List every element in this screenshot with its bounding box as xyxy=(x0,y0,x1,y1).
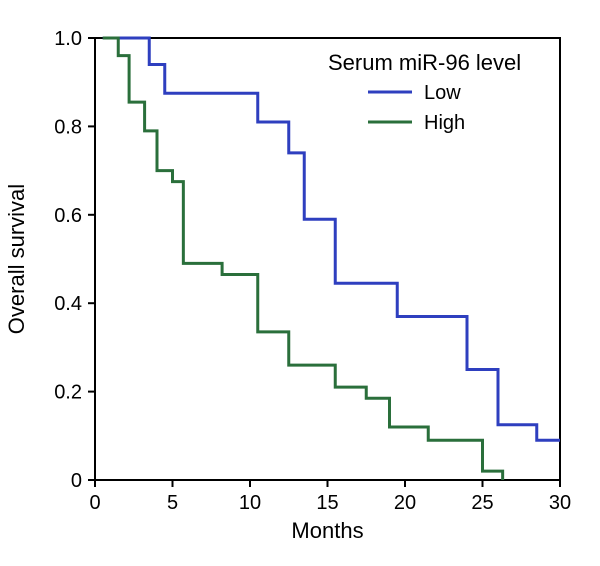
chart-svg: 0 5 10 15 20 25 30 Months 0 0.2 0.4 0.6 0.8 1.0 Overal… xyxy=(0,0,600,566)
legend-label-low: Low xyxy=(424,82,461,104)
survival-chart: 0 5 10 15 20 25 30 Months 0 0.2 0.4 0.6 0.8 1.0 Overal… xyxy=(0,0,600,566)
x-tick-label: 20 xyxy=(394,492,416,514)
chart-bg xyxy=(0,0,600,566)
legend-title: Serum miR-96 level xyxy=(328,50,521,75)
y-tick-label: 0 xyxy=(71,470,82,492)
y-tick-label: 0.4 xyxy=(54,293,82,315)
y-tick-label: 0.8 xyxy=(54,116,82,138)
x-tick-label: 0 xyxy=(89,492,100,514)
legend-label-high: High xyxy=(424,112,465,134)
x-tick-label: 10 xyxy=(239,492,261,514)
y-tick-label: 1.0 xyxy=(54,28,82,50)
y-tick-label: 0.6 xyxy=(54,205,82,227)
x-tick-label: 5 xyxy=(167,492,178,514)
x-tick-label: 30 xyxy=(549,492,571,514)
x-tick-label: 25 xyxy=(471,492,493,514)
x-tick-label: 15 xyxy=(316,492,338,514)
y-tick-label: 0.2 xyxy=(54,382,82,404)
x-axis-label: Months xyxy=(291,518,363,543)
y-axis-label: Overall survival xyxy=(4,184,29,334)
